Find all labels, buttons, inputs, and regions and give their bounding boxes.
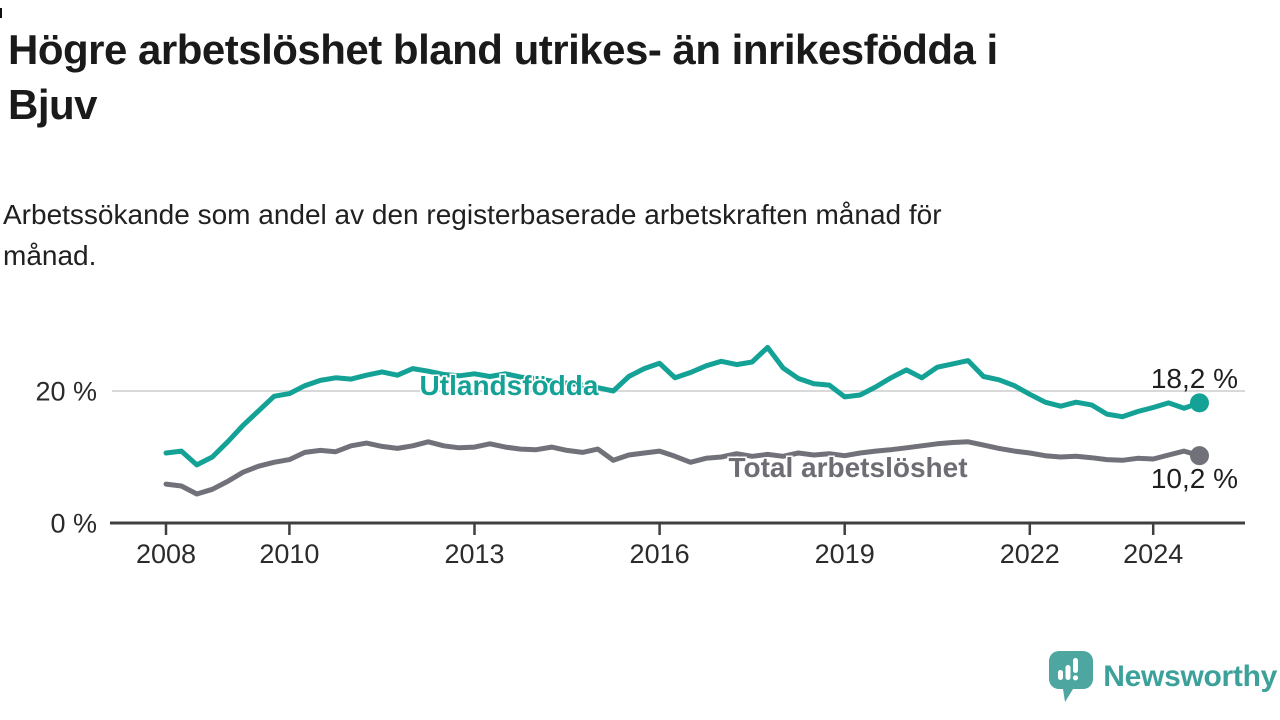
end-dot-utlandsfodda — [1189, 393, 1209, 413]
x-axis-tick-label-2013: 2013 — [444, 539, 504, 569]
y-axis-tick-label-20pct: 20 % — [35, 377, 97, 407]
series-label-utlandsfodda: Utlandsfödda — [420, 370, 599, 401]
series-label-total: Total arbetslöshet — [728, 452, 967, 483]
newsworthy-logo-mark-icon — [1049, 651, 1094, 702]
page-title-line-2: Bjuv — [8, 81, 98, 128]
x-axis-tick-label-2022: 2022 — [1000, 539, 1060, 569]
x-axis-tick-label-2010: 2010 — [259, 539, 319, 569]
x-axis-tick-label-2019: 2019 — [815, 539, 875, 569]
chart-subtitle: Arbetssökande som andel av den registerb… — [3, 194, 1213, 276]
series-line-total — [163, 439, 1202, 497]
x-axis-tick-label-2024: 2024 — [1123, 539, 1183, 569]
chart-subtitle-line-2: månad. — [3, 240, 97, 271]
end-value-label-utlandsfodda: 18,2 % — [1151, 363, 1238, 394]
x-axis-tick-label-2016: 2016 — [630, 539, 690, 569]
page-title-line-1: Högre arbetslöshet bland utrikes- än inr… — [8, 26, 998, 73]
logo-bar-2 — [1065, 665, 1071, 680]
newsworthy-logo-text: Newsworthy — [1103, 660, 1277, 693]
logo-bubble — [1049, 651, 1094, 702]
unemployment-line-chart: 2008 2010 2013 2016 2019 2022 2024 0 % 20 % Utlan… — [35, 344, 1245, 569]
edge-artifact — [0, 8, 2, 18]
chart-subtitle-line-1: Arbetssökande som andel av den registerb… — [3, 199, 942, 230]
x-axis-tick-label-2008: 2008 — [136, 539, 196, 569]
logo-bar-1 — [1058, 670, 1064, 680]
logo-exclamation-dot — [1073, 675, 1079, 681]
end-value-label-total: 10,2 % — [1151, 463, 1238, 494]
y-axis-tick-label-0pct: 0 % — [50, 509, 97, 539]
newsworthy-logo: Newsworthy — [1048, 649, 1277, 705]
end-dot-total — [1189, 446, 1209, 466]
logo-exclamation-bar — [1073, 658, 1079, 673]
series-line-utlandsfodda — [163, 344, 1202, 468]
page-title: Högre arbetslöshet bland utrikes- än inr… — [8, 22, 1258, 132]
